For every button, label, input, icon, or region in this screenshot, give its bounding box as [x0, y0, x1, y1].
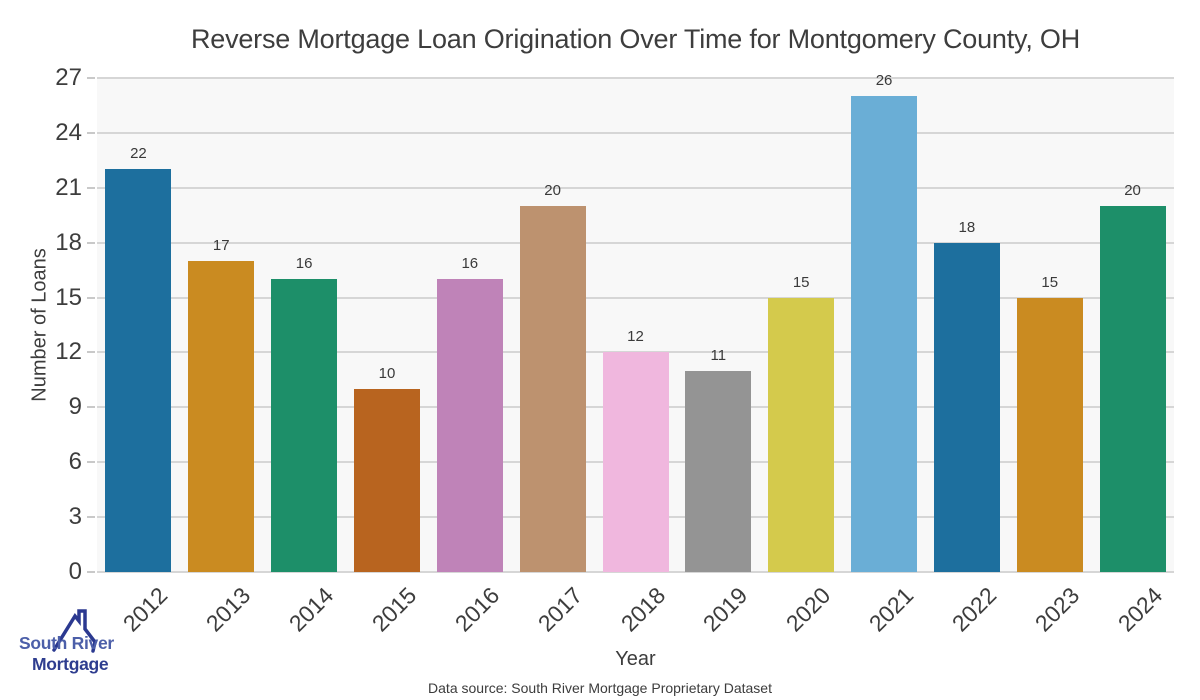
y-tick-label: 6	[68, 448, 82, 476]
bar-value-label: 16	[461, 255, 479, 273]
gridline	[97, 296, 1174, 299]
x-tick-label: 2023	[1029, 582, 1085, 637]
logo-text-mortgage: Mortgage	[32, 654, 109, 674]
y-tick-mark	[87, 241, 95, 244]
bar-2021	[851, 96, 918, 572]
gridline	[97, 241, 1174, 244]
y-tick-label: 0	[68, 558, 82, 585]
bar-value-label: 18	[958, 218, 976, 236]
bar-2022	[933, 242, 1000, 572]
x-tick-label: 2016	[449, 582, 505, 637]
bar-value-label: 17	[212, 236, 230, 254]
bar-value-label: 20	[1124, 182, 1141, 200]
house-roof-icon	[52, 609, 97, 653]
x-tick-label: 2022	[946, 582, 1002, 637]
y-tick-label: 3	[68, 503, 82, 531]
y-tick-mark	[87, 351, 95, 354]
x-tick-label: 2017	[532, 582, 588, 637]
y-tick-label: 27	[55, 64, 82, 91]
x-tick-label: 2015	[366, 582, 422, 637]
bar-2023	[1016, 297, 1083, 572]
gridline	[97, 351, 1174, 354]
bar-2014	[271, 279, 338, 572]
bar-2013	[188, 260, 255, 572]
y-tick-mark	[87, 406, 95, 409]
x-tick-label: 2021	[863, 582, 919, 637]
y-tick-mark	[87, 186, 95, 189]
bar-value-label: 10	[378, 365, 396, 383]
logo-text-south-river: South River	[19, 633, 114, 653]
y-tick-mark	[87, 131, 95, 134]
y-tick-label: 12	[55, 338, 82, 366]
gridline	[97, 77, 1174, 79]
bar-value-label: 15	[792, 273, 810, 291]
y-tick-label: 18	[55, 228, 82, 256]
y-tick-mark	[87, 296, 95, 299]
x-tick-label: 2020	[781, 582, 836, 637]
x-tick-label: 2014	[283, 582, 339, 637]
y-axis-label: Number of Loans	[28, 248, 51, 402]
y-tick-mark	[87, 461, 95, 464]
bar-value-label: 20	[544, 182, 561, 200]
bar-2016	[436, 279, 503, 572]
y-tick-label: 15	[55, 283, 82, 311]
gridline	[97, 186, 1174, 189]
data-source-note: Data source: South River Mortgage Propri…	[428, 680, 772, 696]
bar-2019	[685, 370, 752, 572]
bar-value-label: 11	[710, 346, 727, 364]
y-tick-mark	[87, 516, 95, 519]
south-river-mortgage-logo: South River Mortgage	[19, 609, 115, 674]
gridline	[97, 131, 1174, 134]
y-tick-mark	[87, 571, 95, 573]
plot-area: 22 17 16 10 16 20 12 11 15 26 18 15 20	[97, 72, 1174, 573]
bar-value-label: 26	[875, 72, 893, 90]
bar-2024	[1099, 206, 1166, 572]
y-tick-label: 9	[68, 393, 82, 421]
bar-2020	[768, 297, 835, 572]
x-tick-label: 2013	[201, 582, 256, 637]
bar-2015	[353, 389, 420, 572]
x-tick-label: 2019	[698, 582, 753, 637]
bar-2018	[602, 352, 669, 572]
x-axis-label: Year	[615, 648, 656, 670]
bar-value-label: 12	[627, 328, 644, 346]
bar-value-label: 16	[295, 255, 313, 273]
y-tick-label: 24	[55, 118, 82, 146]
bar-value-label: 15	[1041, 273, 1059, 291]
bar-2012	[105, 169, 172, 572]
gridline	[97, 571, 1174, 573]
y-tick-label: 21	[55, 173, 82, 201]
bar-value-label: 22	[130, 145, 147, 163]
x-tick-label: 2024	[1112, 582, 1167, 637]
bar-2017	[519, 206, 586, 572]
y-tick-mark	[87, 77, 95, 79]
x-tick-label: 2018	[615, 582, 670, 637]
chart-title: Reverse Mortgage Loan Origination Over T…	[190, 24, 1081, 54]
